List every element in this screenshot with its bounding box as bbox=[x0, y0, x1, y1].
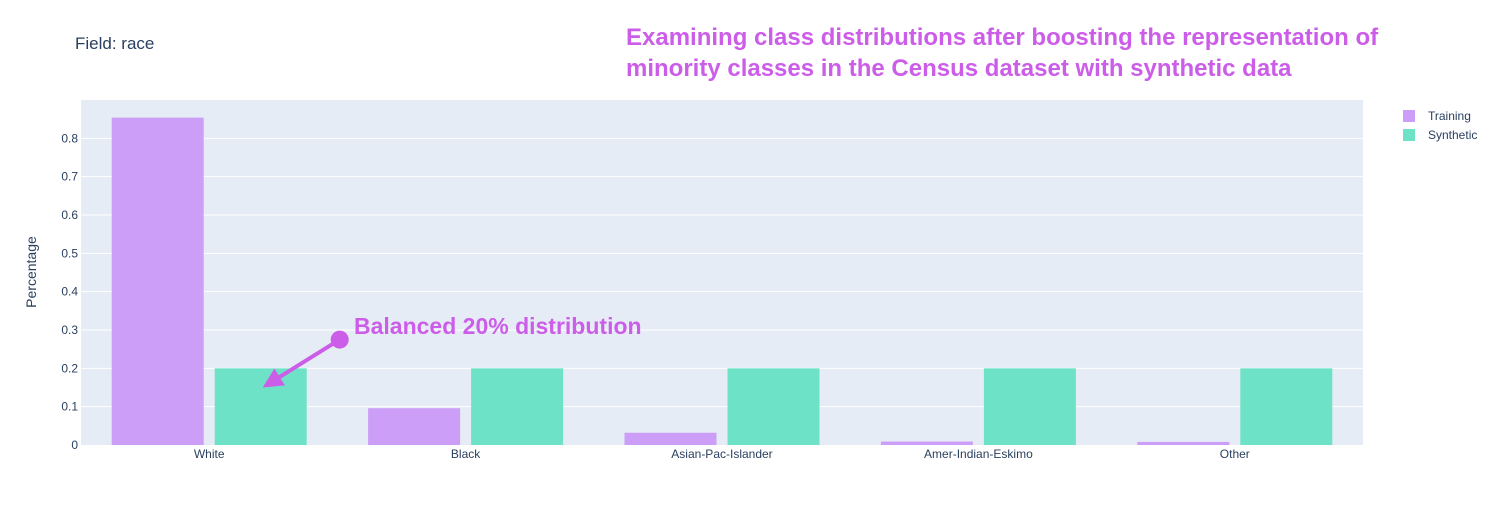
bar-synthetic-amer-indian-eskimo bbox=[983, 368, 1076, 445]
y-tick-label: 0.7 bbox=[61, 170, 78, 184]
legend: Training Synthetic bbox=[1403, 106, 1477, 144]
bar-training-amer-indian-eskimo bbox=[880, 441, 973, 445]
y-tick-label: 0.5 bbox=[61, 246, 78, 260]
y-tick-label: 0.6 bbox=[61, 208, 78, 222]
x-tick-label: Asian-Pac-Islander bbox=[671, 447, 772, 461]
y-tick-label: 0.3 bbox=[61, 323, 78, 337]
bar-synthetic-other bbox=[1240, 368, 1333, 445]
field-title: Field: race bbox=[75, 34, 155, 53]
bar-training-other bbox=[1137, 441, 1230, 445]
grid-lines bbox=[81, 137, 1363, 408]
bar-training-asian-pac-islander bbox=[624, 432, 717, 445]
headline-line-1: Examining class distributions after boos… bbox=[626, 24, 1379, 51]
legend-item-training[interactable]: Training bbox=[1403, 106, 1477, 125]
legend-label-training: Training bbox=[1428, 108, 1471, 123]
x-tick-label: Amer-Indian-Eskimo bbox=[924, 447, 1033, 461]
legend-swatch-synthetic bbox=[1403, 128, 1415, 141]
x-tick-label: White bbox=[194, 447, 225, 461]
y-tick-label: 0 bbox=[71, 438, 78, 452]
x-axis-ticks: White Black Asian-Pac-Islander Amer-Indian-… bbox=[194, 447, 1250, 461]
chart-headline: Examining class distributions after boos… bbox=[626, 22, 1426, 84]
legend-swatch-training bbox=[1403, 109, 1415, 122]
legend-item-synthetic[interactable]: Synthetic bbox=[1403, 125, 1477, 144]
bar-synthetic-asian-pac-islander bbox=[727, 368, 820, 445]
annotation-arrow bbox=[262, 330, 349, 388]
y-tick-label: 0.2 bbox=[61, 361, 78, 375]
bar-synthetic-white bbox=[214, 368, 307, 445]
annotation-arrow-start-dot bbox=[330, 330, 349, 349]
bar-synthetic-black bbox=[471, 368, 564, 445]
annotation-arrow-head bbox=[262, 368, 285, 388]
x-tick-label: Other bbox=[1220, 447, 1250, 461]
y-tick-label: 0.4 bbox=[61, 285, 78, 299]
headline-line-2: minority classes in the Census dataset w… bbox=[626, 55, 1292, 82]
legend-label-synthetic: Synthetic bbox=[1428, 127, 1478, 142]
bar-training-white bbox=[111, 117, 204, 445]
annotation-label: Balanced 20% distribution bbox=[354, 313, 642, 339]
y-tick-label: 0.8 bbox=[61, 131, 78, 145]
y-axis-ticks: 0 0.1 0.2 0.3 0.4 0.5 0.6 0.7 0.8 bbox=[61, 131, 78, 452]
bars bbox=[111, 117, 1333, 445]
y-axis-title: Percentage bbox=[23, 236, 39, 308]
y-tick-label: 0.1 bbox=[61, 400, 78, 414]
annotation-arrow-shaft bbox=[278, 337, 341, 379]
bar-training-black bbox=[368, 408, 461, 445]
x-tick-label: Black bbox=[451, 447, 481, 461]
